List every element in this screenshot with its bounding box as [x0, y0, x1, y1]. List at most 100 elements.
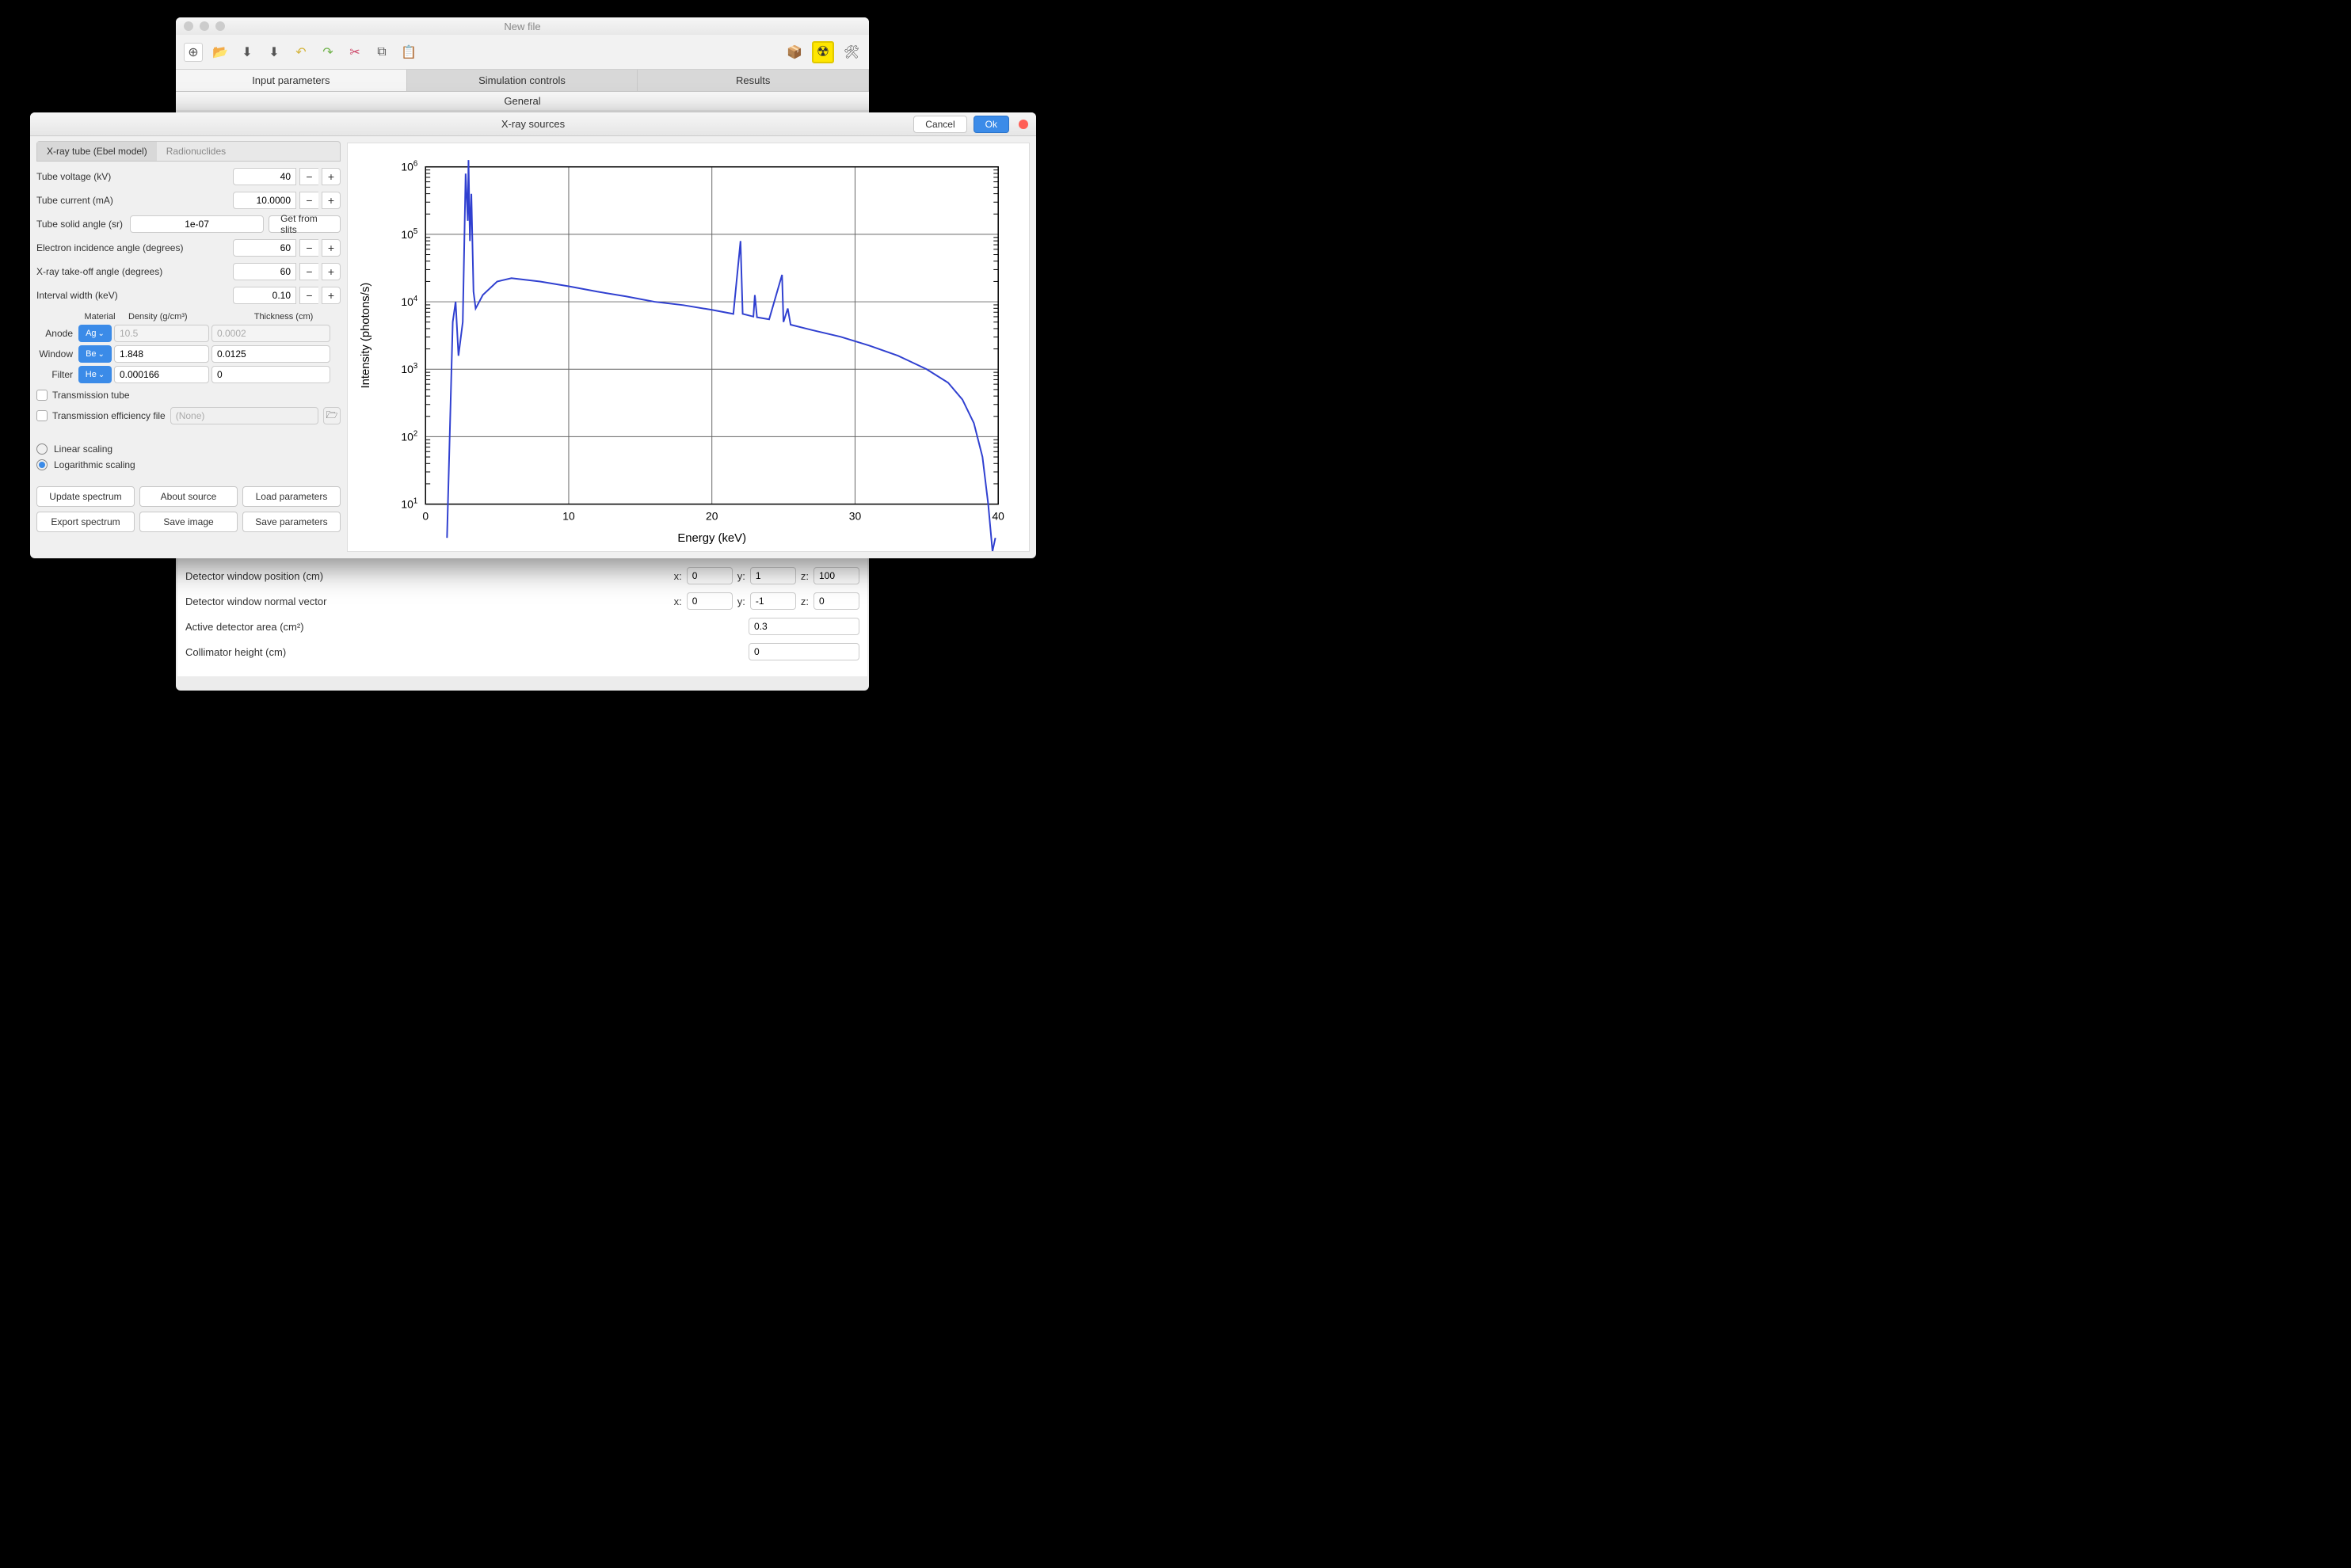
thickness-input[interactable]: [211, 366, 330, 383]
subtab-radionuclides[interactable]: Radionuclides: [157, 142, 235, 161]
copy-icon[interactable]: ⧉: [372, 43, 391, 62]
dialog-left-panel: X-ray tube (Ebel model) Radionuclides Tu…: [30, 136, 347, 558]
material-row-label: Anode: [36, 328, 76, 339]
log-scaling-radio[interactable]: Logarithmic scaling: [36, 459, 341, 470]
radiation-icon[interactable]: ☢: [812, 41, 834, 63]
close-icon[interactable]: [184, 21, 193, 31]
svg-text:103: 103: [401, 362, 417, 375]
takeoff-label: X-ray take-off angle (degrees): [36, 266, 230, 277]
y-label: y:: [737, 570, 745, 582]
detector-window-normal-label: Detector window normal vector: [185, 596, 375, 607]
get-from-slits-button[interactable]: Get from slits: [269, 215, 341, 233]
main-params-area: Detector window position (cm) x: y: z: D…: [177, 551, 867, 676]
linear-scaling-radio[interactable]: Linear scaling: [36, 443, 341, 455]
svg-text:Intensity (photons/s): Intensity (photons/s): [360, 283, 372, 389]
tools-icon[interactable]: 🛠: [842, 43, 861, 62]
download-icon-2[interactable]: ⬇: [265, 43, 284, 62]
interval-label: Interval width (keV): [36, 290, 230, 301]
detector-pos-x[interactable]: [687, 567, 733, 584]
takeoff-plus[interactable]: +: [322, 263, 341, 280]
open-folder-icon[interactable]: 📂: [211, 43, 230, 62]
svg-text:10: 10: [562, 509, 575, 522]
dialog-titlebar: X-ray sources Cancel Ok: [30, 112, 1036, 136]
main-tabs: Input parameters Simulation controls Res…: [176, 70, 869, 92]
update-spectrum-button[interactable]: Update spectrum: [36, 486, 135, 507]
materials-header: Material Density (g/cm³) Thickness (cm): [36, 312, 341, 322]
spectrum-chart-panel: 010203040101102103104105106Energy (keV)I…: [347, 143, 1030, 552]
ok-button[interactable]: Ok: [974, 116, 1009, 133]
minimize-icon[interactable]: [200, 21, 209, 31]
export-spectrum-button[interactable]: Export spectrum: [36, 512, 135, 532]
zoom-icon[interactable]: [215, 21, 225, 31]
thickness-input[interactable]: [211, 345, 330, 363]
active-area-label: Active detector area (cm²): [185, 621, 375, 633]
tab-simulation-controls[interactable]: Simulation controls: [407, 70, 638, 91]
modified-indicator-icon: [1019, 120, 1028, 129]
density-input[interactable]: [114, 366, 209, 383]
svg-text:20: 20: [706, 509, 718, 522]
takeoff-minus[interactable]: −: [299, 263, 318, 280]
paste-icon[interactable]: 📋: [399, 43, 418, 62]
interval-plus[interactable]: +: [322, 287, 341, 304]
e-incidence-plus[interactable]: +: [322, 239, 341, 257]
solid-angle-input[interactable]: [130, 215, 264, 233]
svg-text:104: 104: [401, 295, 417, 308]
e-incidence-label: Electron incidence angle (degrees): [36, 242, 230, 253]
spectrum-chart: 010203040101102103104105106Energy (keV)I…: [348, 143, 1029, 551]
svg-text:105: 105: [401, 227, 417, 241]
interval-input[interactable]: [233, 287, 296, 304]
z-label: z:: [801, 570, 809, 582]
interval-minus[interactable]: −: [299, 287, 318, 304]
transmission-tube-checkbox[interactable]: [36, 390, 48, 401]
active-area-input[interactable]: [749, 618, 859, 635]
material-row-label: Filter: [36, 369, 76, 380]
detector-pos-y[interactable]: [750, 567, 796, 584]
e-incidence-input[interactable]: [233, 239, 296, 257]
takeoff-input[interactable]: [233, 263, 296, 280]
subtab-ebel[interactable]: X-ray tube (Ebel model): [37, 142, 157, 161]
tube-current-input[interactable]: [233, 192, 296, 209]
browse-file-icon[interactable]: 🗁: [323, 407, 341, 424]
package-icon[interactable]: 📦: [785, 43, 804, 62]
cancel-button[interactable]: Cancel: [913, 116, 966, 133]
tube-current-plus[interactable]: +: [322, 192, 341, 209]
download-icon[interactable]: ⬇: [238, 43, 257, 62]
efficiency-file-checkbox[interactable]: [36, 410, 48, 421]
tab-results[interactable]: Results: [638, 70, 869, 91]
tube-current-minus[interactable]: −: [299, 192, 318, 209]
svg-text:106: 106: [401, 160, 417, 173]
tube-current-label: Tube current (mA): [36, 195, 230, 206]
collimator-height-label: Collimator height (cm): [185, 646, 375, 658]
material-select[interactable]: He: [78, 366, 112, 383]
svg-text:102: 102: [401, 429, 417, 443]
undo-icon[interactable]: ↶: [291, 43, 311, 62]
save-parameters-button[interactable]: Save parameters: [242, 512, 341, 532]
detector-norm-z[interactable]: [814, 592, 859, 610]
window-title: New file: [176, 21, 869, 32]
svg-text:30: 30: [849, 509, 862, 522]
tube-voltage-input[interactable]: [233, 168, 296, 185]
tube-voltage-plus[interactable]: +: [322, 168, 341, 185]
new-file-icon[interactable]: ⊕: [184, 43, 203, 62]
detector-norm-y[interactable]: [750, 592, 796, 610]
detector-norm-x[interactable]: [687, 592, 733, 610]
load-parameters-button[interactable]: Load parameters: [242, 486, 341, 507]
section-general: General: [176, 92, 869, 110]
density-input[interactable]: [114, 345, 209, 363]
material-select[interactable]: Be: [78, 345, 112, 363]
collimator-height-input[interactable]: [749, 643, 859, 660]
x-label: x:: [674, 570, 682, 582]
about-source-button[interactable]: About source: [139, 486, 238, 507]
efficiency-file-field[interactable]: (None): [170, 407, 318, 424]
tube-voltage-minus[interactable]: −: [299, 168, 318, 185]
solid-angle-label: Tube solid angle (sr): [36, 219, 125, 230]
tab-input-parameters[interactable]: Input parameters: [176, 70, 407, 91]
save-image-button[interactable]: Save image: [139, 512, 238, 532]
cut-icon[interactable]: ✂: [345, 43, 364, 62]
e-incidence-minus[interactable]: −: [299, 239, 318, 257]
material-select[interactable]: Ag: [78, 325, 112, 342]
detector-pos-z[interactable]: [814, 567, 859, 584]
redo-icon[interactable]: ↷: [318, 43, 337, 62]
transmission-tube-label: Transmission tube: [52, 390, 130, 401]
efficiency-file-label: Transmission efficiency file: [52, 410, 166, 421]
